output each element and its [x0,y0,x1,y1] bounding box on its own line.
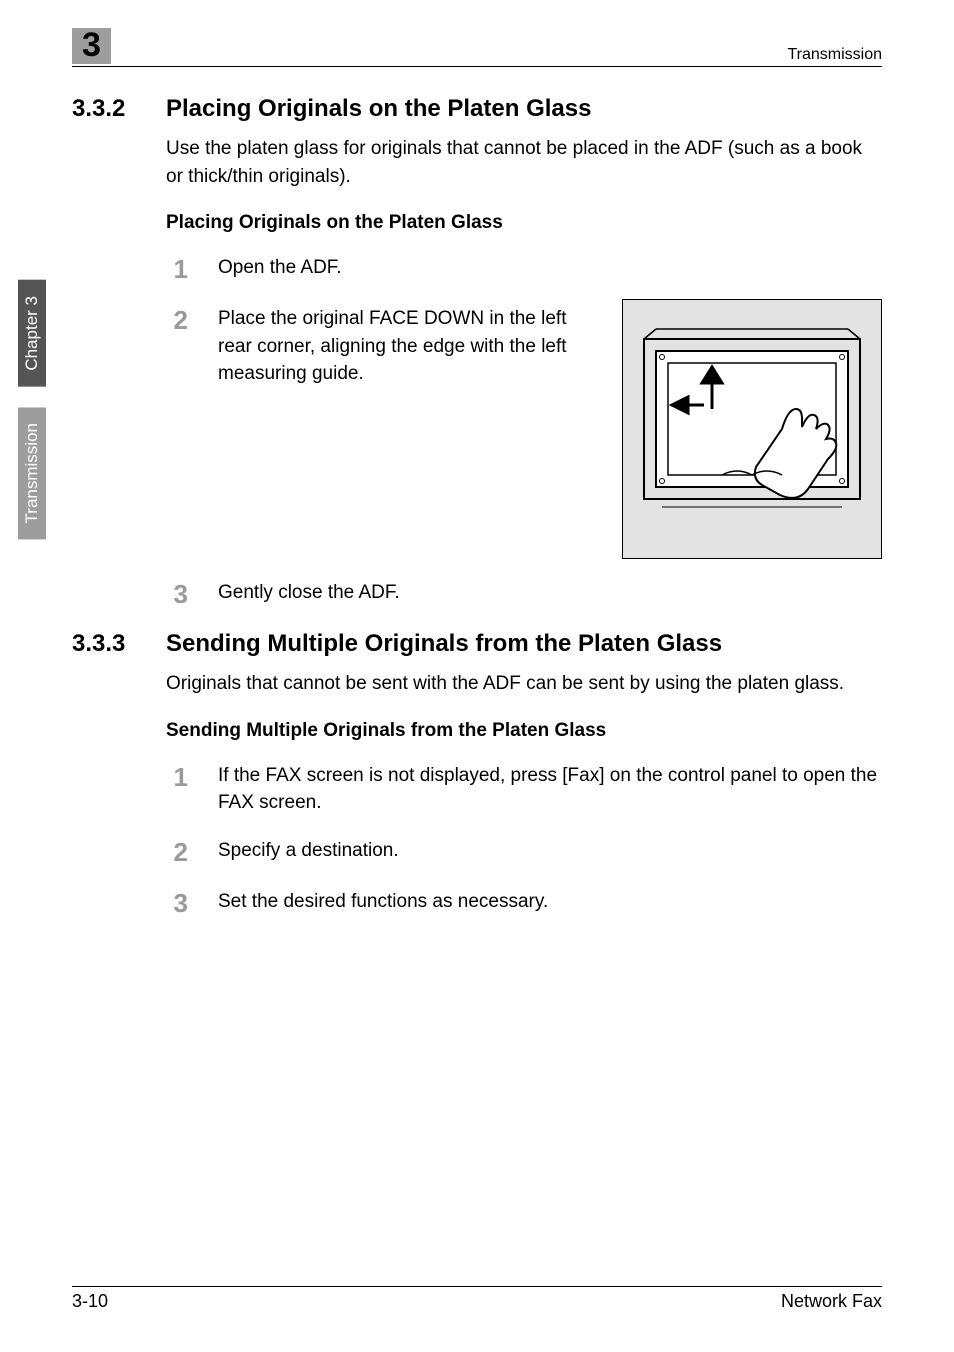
side-tab-section: Transmission [18,407,46,539]
step-number: 2 [166,837,188,868]
page: 3 Transmission Chapter 3 Transmission 3.… [0,0,954,1352]
platen-glass-figure [622,299,882,559]
step-row: 3 Gently close the ADF. [166,579,882,610]
step-number: 3 [166,888,188,919]
step-row: 1 If the FAX screen is not displayed, pr… [166,762,882,817]
running-header: 3 Transmission [72,28,882,67]
step-text: Specify a destination. [218,837,882,865]
procedure-subhead: Placing Originals on the Platen Glass [166,212,882,234]
running-title: Transmission [787,46,882,64]
section-number: 3.3.3 [72,630,142,658]
side-tab-chapter: Chapter 3 [18,280,46,387]
step-row: 3 Set the desired functions as necessary… [166,888,882,919]
step-number: 2 [166,305,188,336]
intro-paragraph: Originals that cannot be sent with the A… [166,670,882,698]
step-row: 1 Open the ADF. [166,254,882,285]
section-title: Sending Multiple Originals from the Plat… [166,630,722,658]
section-333-body: Originals that cannot be sent with the A… [166,670,882,919]
page-number: 3-10 [72,1291,108,1312]
step-number: 1 [166,254,188,285]
step-text: Gently close the ADF. [218,579,882,607]
footer: 3-10 Network Fax [72,1286,882,1312]
section-332-heading: 3.3.2 Placing Originals on the Platen Gl… [72,95,882,123]
step-row: 2 Place the original FACE DOWN in the le… [166,305,882,559]
section-number: 3.3.2 [72,95,142,123]
step-number: 1 [166,762,188,793]
footer-title: Network Fax [781,1291,882,1312]
platen-glass-icon [632,309,872,549]
side-tabs: Chapter 3 Transmission [18,280,46,539]
step-number: 3 [166,579,188,610]
procedure-subhead: Sending Multiple Originals from the Plat… [166,720,882,742]
chapter-badge: 3 [72,28,111,64]
step-text: Set the desired functions as necessary. [218,888,882,916]
step2-block: Place the original FACE DOWN in the left… [218,305,882,559]
step-text: If the FAX screen is not displayed, pres… [218,762,882,817]
step-text: Open the ADF. [218,254,882,282]
step-row: 2 Specify a destination. [166,837,882,868]
step-text: Place the original FACE DOWN in the left… [218,305,602,388]
section-333-heading: 3.3.3 Sending Multiple Originals from th… [72,630,882,658]
intro-paragraph: Use the platen glass for originals that … [166,135,882,190]
section-title: Placing Originals on the Platen Glass [166,95,591,123]
section-332-body: Use the platen glass for originals that … [166,135,882,610]
